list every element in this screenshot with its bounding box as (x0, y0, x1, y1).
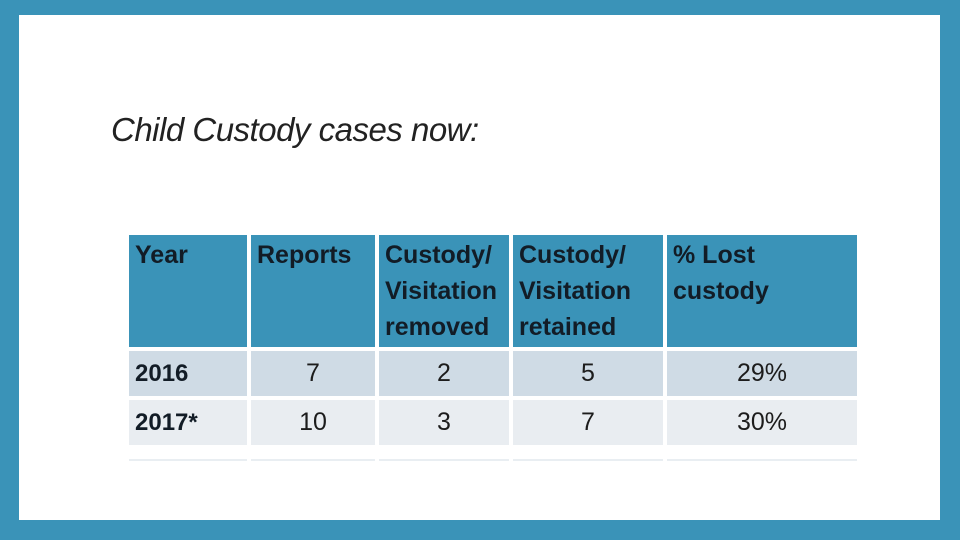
empty-cell (129, 449, 247, 461)
table-empty-row (129, 449, 857, 461)
empty-cell (379, 449, 509, 461)
cell-pct-lost-2016: 29% (667, 351, 857, 396)
cell-retained-2016: 5 (513, 351, 663, 396)
slide-canvas: Child Custody cases now: Year Reports Cu… (19, 15, 940, 520)
empty-cell (667, 449, 857, 461)
header-cell-reports: Reports (251, 235, 375, 347)
cell-removed-2016: 2 (379, 351, 509, 396)
cell-removed-2017: 3 (379, 400, 509, 445)
header-cell-custody-removed: Custody/ Visitation removed (379, 235, 509, 347)
custody-cases-table: Year Reports Custody/ Visitation removed… (125, 231, 861, 465)
header-cell-year: Year (129, 235, 247, 347)
cell-pct-lost-2017: 30% (667, 400, 857, 445)
table-header-row: Year Reports Custody/ Visitation removed… (129, 235, 857, 347)
cell-reports-2017: 10 (251, 400, 375, 445)
empty-cell (251, 449, 375, 461)
table-row-2016: 2016 7 2 5 29% (129, 351, 857, 396)
header-cell-custody-retained: Custody/ Visitation retained (513, 235, 663, 347)
cell-year-2017: 2017* (129, 400, 247, 445)
cell-retained-2017: 7 (513, 400, 663, 445)
header-cell-pct-lost-custody: % Lost custody (667, 235, 857, 347)
cell-reports-2016: 7 (251, 351, 375, 396)
empty-cell (513, 449, 663, 461)
table-row-2017: 2017* 10 3 7 30% (129, 400, 857, 445)
cell-year-2016: 2016 (129, 351, 247, 396)
slide-title: Child Custody cases now: (111, 111, 479, 148)
